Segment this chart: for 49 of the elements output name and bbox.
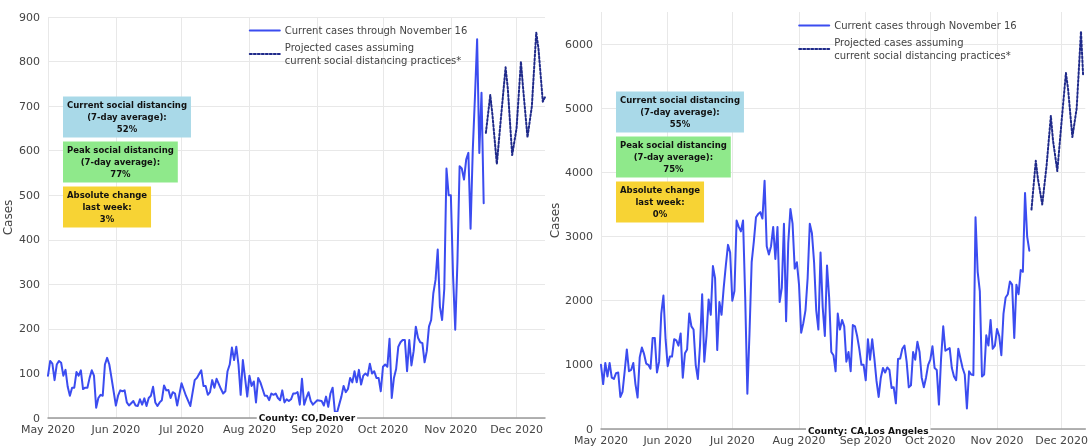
legend-label: Current cases through November 16 <box>834 20 1017 31</box>
y-tick-label: 2000 <box>565 294 593 308</box>
x-tick-label: Dec 2020 <box>1035 434 1088 446</box>
y-tick-label: 300 <box>19 277 40 291</box>
annotation: Current social distancing (7-day average): 55% <box>620 95 740 129</box>
x-tick-label: Dec 2020 <box>490 423 543 436</box>
x-tick-label: Aug 2020 <box>222 423 276 436</box>
x-tick-label: Jun 2020 <box>642 434 693 446</box>
x-tick-label: Jun 2020 <box>90 423 141 436</box>
y-tick-label: 600 <box>19 144 40 158</box>
y-tick-label: 4000 <box>565 165 593 179</box>
annotation: Absolute change last week: 0% <box>620 185 701 219</box>
y-tick-label: 3000 <box>565 230 593 244</box>
x-tick-label: May 2020 <box>20 423 76 436</box>
y-tick-label: 6000 <box>565 37 593 51</box>
y-tick-label: 0 <box>33 411 40 425</box>
y-tick-label: 800 <box>19 55 40 69</box>
line-series <box>47 38 485 414</box>
x-tick-label: Nov 2020 <box>424 423 478 436</box>
x-tick-label: May 2020 <box>573 434 629 446</box>
x-tick-label: Nov 2020 <box>970 434 1024 446</box>
annotation: County: CA,Los Angeles <box>807 425 929 436</box>
y-tick-label: 1000 <box>565 358 593 372</box>
x-tick-label: Jul 2020 <box>158 423 204 436</box>
y-tick-label: 700 <box>19 99 40 113</box>
annotation: Peak social distancing (7-day average): 77% <box>66 145 174 179</box>
y-tick-label: 100 <box>19 366 40 380</box>
annotation: Peak social distancing (7-day average): 75% <box>619 140 727 174</box>
y-tick-label: 0 <box>586 422 593 436</box>
y-tick-label: 500 <box>19 188 40 202</box>
legend-label: Current cases through November 16 <box>284 25 468 36</box>
line-series <box>600 179 1031 410</box>
x-tick-label: Oct 2020 <box>357 423 409 436</box>
x-tick-label: Jul 2020 <box>708 434 755 446</box>
annotation: County: CO,Denver <box>258 412 356 423</box>
y-tick-label: 400 <box>19 233 40 247</box>
line-series <box>1030 30 1085 211</box>
x-tick-label: Aug 2020 <box>772 434 826 446</box>
legend-label: Projected cases assuming current social distancing practices* <box>284 42 462 66</box>
line-series <box>484 31 546 166</box>
y-tick-label: 900 <box>19 10 40 24</box>
y-tick-label: 5000 <box>565 101 593 115</box>
legend-label: Projected cases assuming current social distancing practices* <box>834 37 1011 61</box>
y-axis-title: Cases <box>548 202 563 239</box>
x-tick-label: Sep 2020 <box>291 423 344 436</box>
y-tick-label: 200 <box>19 322 40 336</box>
annotation: Absolute change last week: 3% <box>67 190 148 224</box>
y-axis-title: Cases <box>1 199 15 236</box>
annotation: Current social distancing (7-day average): 52% <box>67 100 187 134</box>
